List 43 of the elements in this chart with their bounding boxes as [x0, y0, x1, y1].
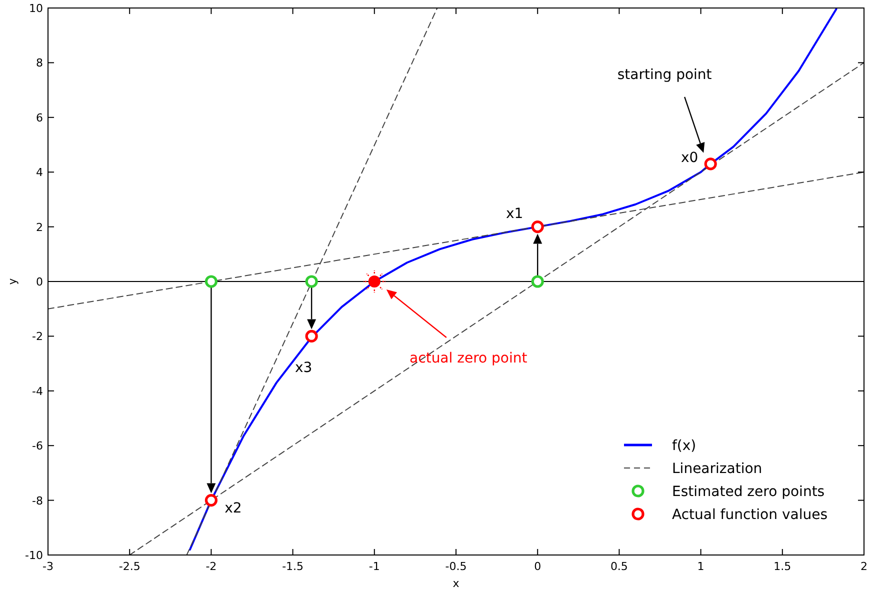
y-tick-label: 0 — [36, 276, 43, 288]
x-axis-title: x — [452, 577, 460, 590]
y-tick-label: -2 — [32, 330, 43, 344]
y-tick-label: -6 — [32, 440, 43, 453]
y-axis-title: y — [6, 278, 19, 285]
y-tick-label: 4 — [36, 166, 43, 180]
annotation: x2 — [224, 500, 242, 516]
x-tick-label: -2 — [206, 560, 217, 573]
legend-label: Actual function values — [672, 507, 828, 523]
legend-label: Estimated zero points — [672, 484, 825, 500]
annotation: starting point — [617, 66, 712, 83]
y-tick-label: 2 — [36, 220, 43, 234]
x-tick-label: 2 — [860, 560, 868, 573]
x-tick-label: 0 — [534, 560, 542, 573]
point — [368, 276, 380, 288]
x-tick-label: -0.5 — [445, 560, 467, 573]
point — [704, 158, 717, 170]
line-series — [188, 8, 838, 551]
y-tick-label: -10 — [25, 549, 43, 562]
legend-label: Linearization — [672, 461, 762, 477]
annotation: x1 — [506, 206, 524, 222]
x-tick-label: 1 — [697, 560, 704, 573]
y-tick-label: 10 — [29, 2, 43, 15]
x-tick-label: 1.5 — [774, 560, 792, 573]
x-tick-label: 0.5 — [610, 560, 628, 573]
x-tick-label: -2.5 — [118, 560, 140, 573]
point — [531, 220, 544, 234]
x-tick-label: -3 — [42, 560, 54, 573]
annotation: actual zero point — [410, 350, 528, 366]
point — [531, 275, 544, 288]
point — [305, 275, 318, 288]
y-tick-label: -4 — [32, 384, 43, 398]
y-tick-label: 8 — [36, 56, 43, 70]
x-tick-label: -1.5 — [282, 560, 304, 573]
annotation: x0 — [680, 150, 698, 166]
point — [204, 275, 218, 288]
legend-label: f(x) — [672, 438, 696, 454]
x-tick-label: -1 — [368, 560, 380, 573]
point — [204, 494, 218, 507]
y-tick-label: -8 — [32, 494, 43, 508]
y-tick-label: 6 — [36, 111, 43, 124]
annotation: x3 — [294, 360, 312, 376]
point — [305, 330, 318, 342]
